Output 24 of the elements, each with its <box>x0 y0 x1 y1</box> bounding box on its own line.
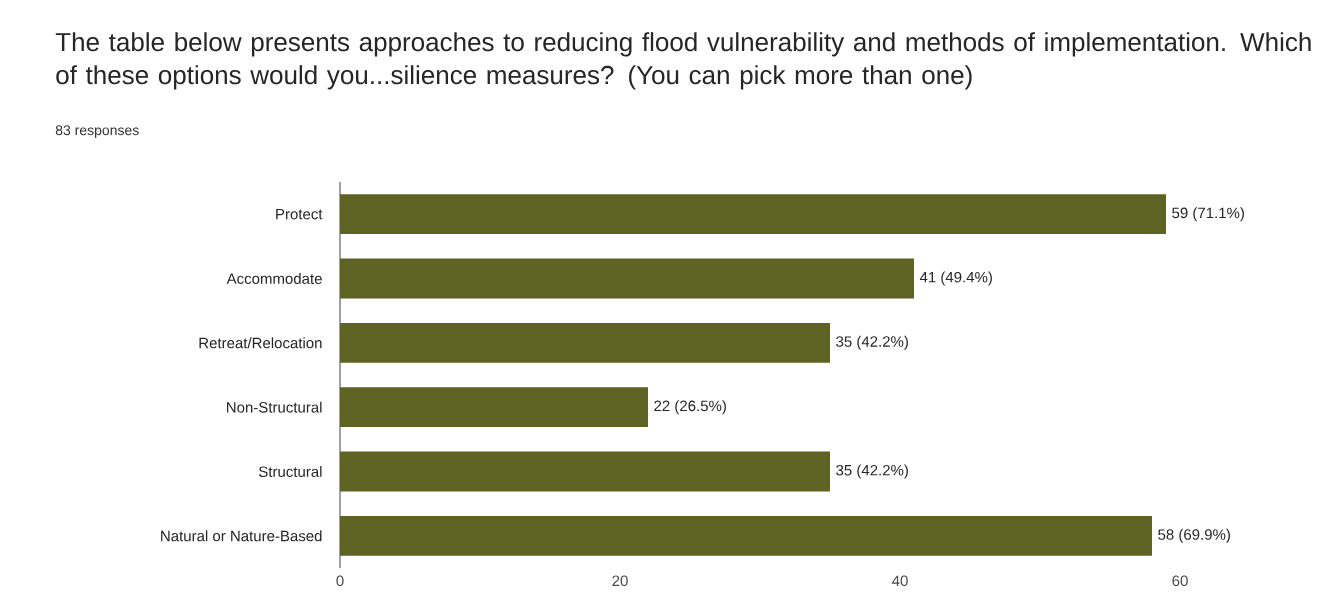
bar <box>340 451 831 492</box>
x-tick-label: 0 <box>336 575 344 587</box>
data-label: 59 (71.1%) <box>1172 207 1244 222</box>
y-tick-label: Non-Structural <box>227 401 322 413</box>
y-tick-label: Natural or Nature-Based <box>161 530 322 542</box>
bar <box>340 515 1153 556</box>
chart-title: The table below presents approaches to reducing flood vulnerability and methods of implementation. Which of these options would you...silience measures? (You can pick more than one) <box>55 32 1311 90</box>
x-tick-label: 40 <box>892 575 908 587</box>
x-tick-label: 20 <box>612 575 628 587</box>
x-tick-label: 60 <box>1172 575 1188 587</box>
data-label: 22 (26.5%) <box>654 400 726 415</box>
data-label: 35 (42.2%) <box>836 464 908 479</box>
bar <box>340 258 915 299</box>
y-tick-label: Retreat/Relocation <box>199 337 322 349</box>
bar <box>340 322 831 363</box>
y-tick-label: Accommodate <box>226 272 322 284</box>
data-label: 58 (69.9%) <box>1158 528 1230 543</box>
y-tick-label: Structural <box>258 465 322 477</box>
data-label: 35 (42.2%) <box>836 335 908 350</box>
bar <box>340 194 1167 235</box>
data-label: 41 (49.4%) <box>919 271 992 286</box>
text: 83 responses <box>55 125 139 138</box>
bar <box>340 387 649 428</box>
y-tick-label: Protect <box>276 208 323 220</box>
